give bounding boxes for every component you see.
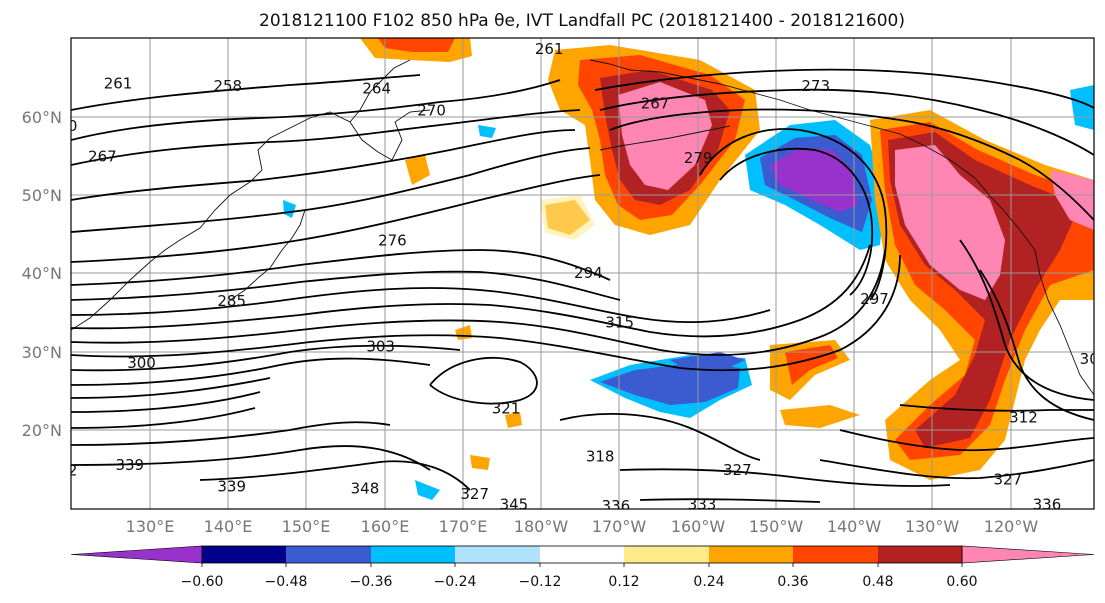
colorbar-swatch [455, 546, 540, 563]
contour-label: 285 [217, 292, 246, 310]
colorbar-swatch [540, 546, 624, 563]
contour-label: 258 [213, 77, 242, 95]
colorbar-tick-label: −0.36 [350, 574, 393, 590]
lon-label: 140°W [827, 517, 882, 536]
lon-label: 120°W [984, 517, 1039, 536]
lon-label: 130°W [905, 517, 960, 536]
colorbar-tick-labels: −0.60 −0.48 −0.36 −0.24 −0.12 0.12 0.24 … [181, 574, 978, 590]
contour-label: 339 [115, 456, 144, 474]
contour-label: 306 [1080, 350, 1105, 368]
colorbar-tick-label: −0.48 [265, 574, 308, 590]
map-panel: 261 258 264 261 267 273 270 267 270 279 276 285 294 2… [49, 37, 1105, 515]
contour-label: 294 [574, 264, 603, 282]
colorbar-swatch [624, 546, 709, 563]
coast-na-west [1034, 249, 1094, 396]
lon-label: 130°E [126, 517, 175, 536]
lon-label: 140°E [204, 517, 253, 536]
latitude-labels: 60°N 50°N 40°N 30°N 20°N [22, 108, 62, 440]
contour-label: 276 [378, 232, 407, 250]
contour-label: 327 [993, 470, 1022, 488]
coast-alaska [589, 59, 1036, 251]
colorbar: −0.60 −0.48 −0.36 −0.24 −0.12 0.12 0.24 … [70, 545, 1095, 590]
contour-label: 279 [684, 149, 713, 167]
lat-label: 40°N [22, 264, 62, 283]
colorbar-swatch [878, 546, 962, 563]
lon-label: 170°E [439, 517, 488, 536]
contour-label: 261 [535, 40, 564, 58]
lat-label: 50°N [22, 186, 62, 205]
contour-label: 342 [49, 462, 78, 480]
contour-label: 264 [362, 79, 391, 97]
colorbar-swatch [793, 546, 878, 563]
colorbar-tick-label: −0.24 [434, 574, 477, 590]
longitude-labels: 130°E 140°E 150°E 160°E 170°E 180°W 170°… [126, 517, 1039, 536]
lon-label: 160°E [361, 517, 410, 536]
colorbar-tick-label: 0.36 [777, 574, 808, 590]
lon-label: 150°W [749, 517, 804, 536]
colorbar-tick-label: 0.24 [693, 574, 724, 590]
contour-label: 261 [104, 75, 133, 93]
contour-label: 336 [1033, 495, 1062, 513]
lon-label: 170°W [592, 517, 647, 536]
lat-label: 30°N [22, 343, 62, 362]
colorbar-frame [201, 545, 963, 564]
contour-label: 315 [605, 313, 634, 331]
contour-label: 303 [366, 338, 395, 356]
colorbar-tick-label: 0.60 [946, 574, 977, 590]
colorbar-tick-label: −0.60 [181, 574, 224, 590]
contour-label: 297 [860, 290, 889, 308]
contour-label: 270 [49, 117, 78, 135]
theta-e-contours [71, 68, 1094, 503]
colorbar-tick-label: 0.48 [862, 574, 893, 590]
colorbar-tick-label: 0.12 [608, 574, 639, 590]
lat-label: 20°N [22, 421, 62, 440]
contour-label: 273 [801, 77, 830, 95]
coast-aleutians [599, 125, 731, 151]
colorbar-swatch [202, 546, 286, 563]
lon-label: 150°E [282, 517, 331, 536]
contour-label: 348 [351, 480, 380, 498]
contour-label: 333 [688, 495, 717, 513]
contour-label: 270 [417, 101, 446, 119]
lon-label: 180°W [514, 517, 569, 536]
contour-label: 300 [127, 354, 156, 372]
contour-label: 318 [586, 448, 615, 466]
contour-label: 267 [641, 94, 670, 112]
contour-label: 327 [460, 485, 489, 503]
contour-label: 312 [1009, 408, 1038, 426]
colorbar-right-extension [961, 545, 1095, 564]
colorbar-swatch [709, 546, 793, 563]
map-title: 2018121100 F102 850 hPa θe, IVT Landfall… [259, 11, 905, 31]
contour-label: 327 [723, 461, 752, 479]
lat-label: 60°N [22, 108, 62, 127]
contour-label: 345 [500, 495, 529, 513]
contour-label: 339 [217, 477, 246, 495]
contour-label: 336 [601, 497, 630, 515]
colorbar-swatch [286, 546, 371, 563]
colorbar-left-extension [70, 545, 203, 564]
contour-label: 321 [492, 400, 521, 418]
colorbar-tick-label: −0.12 [519, 574, 562, 590]
contour-labels: 261 258 264 261 267 273 270 267 270 279 276 285 294 2… [49, 40, 1105, 515]
colorbar-swatch [371, 546, 455, 563]
contour-label: 267 [88, 148, 117, 166]
lon-label: 160°W [671, 517, 726, 536]
colorbar-ticks [201, 563, 963, 567]
colorbar-segments [202, 546, 962, 563]
